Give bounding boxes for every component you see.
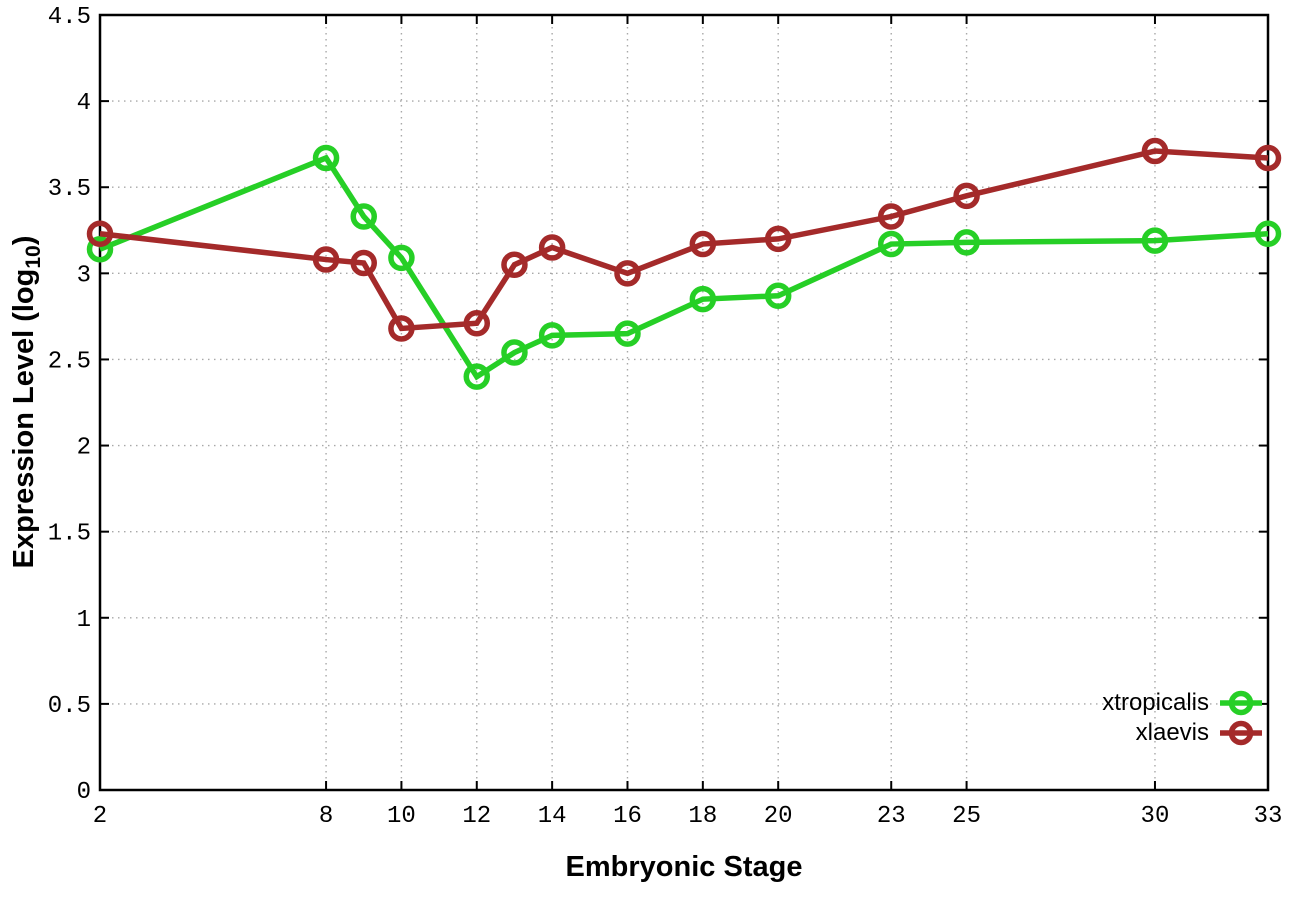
marker-xtropicalis-stage-9 — [350, 203, 377, 230]
y-axis-title-subscript: 10 — [21, 245, 45, 269]
marker-xlaevis-stage-14 — [538, 234, 566, 261]
marker-xlaevis-stage-2 — [86, 220, 114, 247]
y-tick-label-2: 2 — [77, 435, 91, 462]
x-tick-label-14: 14 — [538, 803, 567, 830]
y-tick-label-4.5: 4.5 — [48, 4, 91, 31]
legend-item-xlaevis: xlaevis — [1102, 718, 1264, 748]
y-tick-label-3.5: 3.5 — [48, 176, 91, 203]
marker-xlaevis-stage-9 — [350, 249, 377, 277]
y-tick-label-1: 1 — [77, 607, 91, 634]
marker-xtropicalis-stage-33 — [1254, 220, 1282, 247]
x-tick-label-30: 30 — [1141, 803, 1170, 830]
x-tick-label-18: 18 — [688, 803, 717, 830]
x-tick-label-16: 16 — [613, 803, 642, 830]
marker-xlaevis-stage-18 — [689, 230, 717, 258]
marker-xtropicalis-stage-13 — [501, 339, 528, 366]
legend-item-xtropicalis: xtropicalis — [1102, 688, 1264, 718]
marker-xlaevis-stage-10 — [388, 315, 415, 342]
marker-xtropicalis-stage-30 — [1141, 227, 1169, 254]
y-tick-label-0.5: 0.5 — [48, 693, 91, 720]
marker-xlaevis-stage-25 — [953, 182, 980, 210]
marker-xtropicalis-stage-10 — [388, 244, 415, 272]
y-tick-label-2.5: 2.5 — [48, 348, 91, 375]
marker-xlaevis-stage-33 — [1254, 144, 1282, 172]
marker-xtropicalis-stage-12 — [463, 363, 491, 390]
x-tick-label-25: 25 — [952, 803, 981, 830]
legend: xtropicalis xlaevis — [1102, 688, 1264, 748]
marker-xlaevis-stage-8 — [312, 246, 340, 273]
series-line-xtropicalis — [98, 154, 1269, 381]
x-tick-label-10: 10 — [387, 803, 416, 830]
marker-xlaevis-stage-13 — [501, 251, 528, 278]
legend-sample-marker-xtropicalis — [1228, 690, 1254, 716]
x-tick-label-23: 23 — [877, 803, 906, 830]
plot-border — [98, 13, 1270, 792]
y-tick-label-0: 0 — [77, 779, 91, 806]
y-axis-title-suffix: ) — [8, 235, 41, 246]
legend-label-xlaevis: xlaevis — [1135, 719, 1209, 746]
marker-xlaevis-stage-12 — [463, 310, 491, 337]
marker-xlaevis-stage-23 — [877, 203, 905, 230]
marker-xlaevis-stage-20 — [764, 225, 792, 253]
legend-label-xtropicalis: xtropicalis — [1102, 689, 1209, 716]
marker-xtropicalis-stage-20 — [764, 282, 792, 309]
y-tick-label-4: 4 — [77, 90, 91, 117]
y-axis-title: Expression Level (log10) — [8, 236, 46, 569]
x-tick-label-20: 20 — [764, 803, 793, 830]
marker-xlaevis-stage-30 — [1141, 137, 1169, 165]
y-tick-label-3: 3 — [77, 262, 91, 289]
marker-xtropicalis-stage-14 — [538, 322, 566, 349]
legend-marker-icon-xtropicalis — [1220, 690, 1262, 716]
legend-marker-icon-xlaevis — [1220, 720, 1262, 746]
marker-xtropicalis-stage-18 — [689, 285, 717, 313]
x-tick-label-8: 8 — [319, 803, 333, 830]
marker-xlaevis-stage-16 — [614, 260, 641, 287]
x-tick-label-12: 12 — [462, 803, 491, 830]
x-axis-title: Embryonic Stage — [565, 851, 803, 883]
marker-xtropicalis-stage-8 — [312, 144, 340, 172]
y-tick-label-1.5: 1.5 — [48, 521, 91, 548]
legend-sample-marker-xlaevis — [1228, 720, 1254, 746]
y-axis-title-text: Expression Level (log — [8, 268, 41, 569]
marker-xtropicalis-stage-16 — [614, 320, 641, 347]
x-tick-label-33: 33 — [1254, 803, 1283, 830]
x-tick-label-2: 2 — [93, 803, 107, 830]
marker-xtropicalis-stage-2 — [86, 235, 114, 263]
marker-xtropicalis-stage-25 — [953, 229, 980, 256]
marker-xtropicalis-stage-23 — [877, 230, 905, 258]
